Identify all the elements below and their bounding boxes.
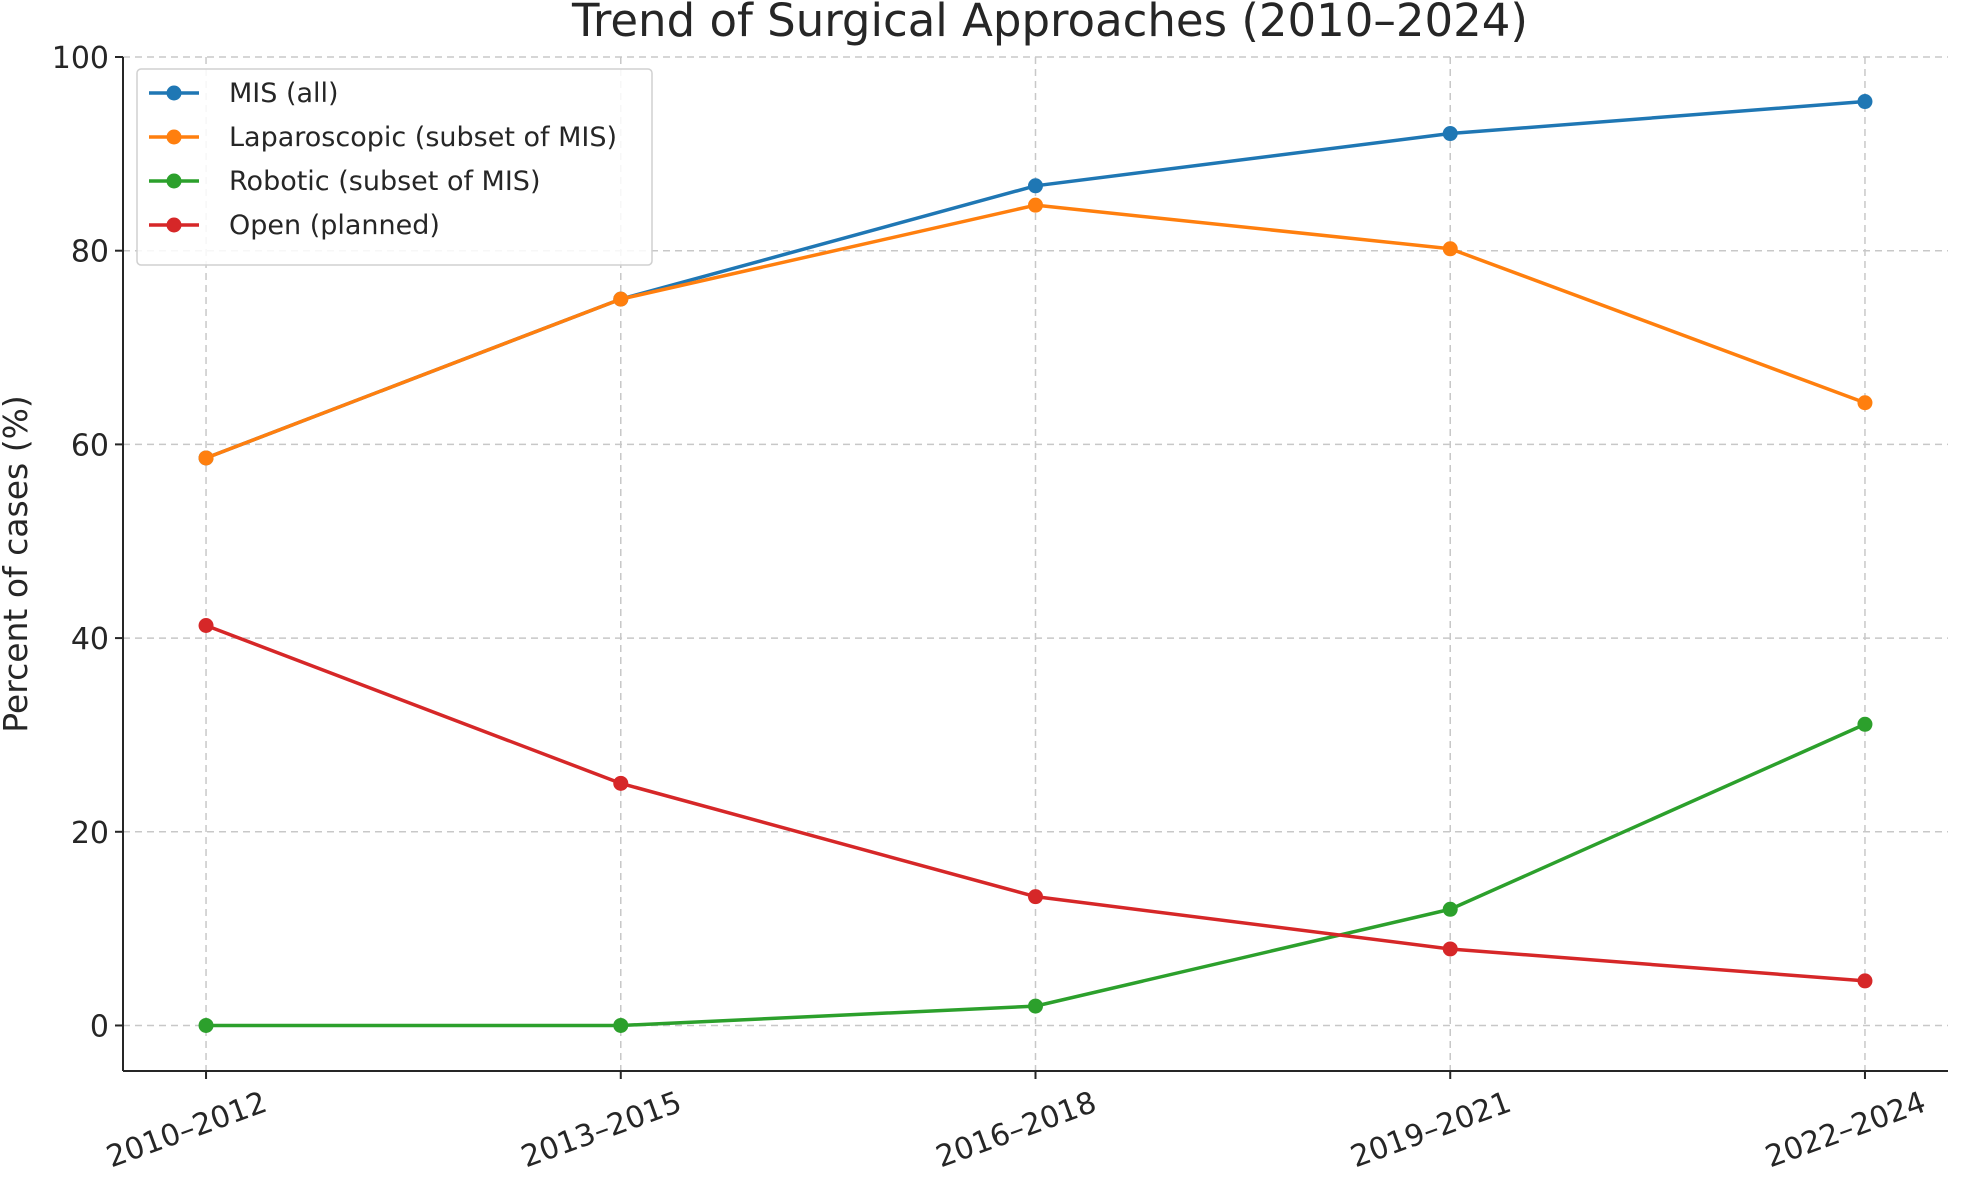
- data-point: [1857, 716, 1873, 732]
- x-tick-label: 2022–2024: [1761, 1085, 1931, 1173]
- legend-swatch-marker: [166, 173, 182, 189]
- y-axis-label: Percent of cases (%): [0, 395, 35, 733]
- legend-item: MIS (all): [149, 78, 339, 109]
- data-point: [198, 1017, 214, 1033]
- legend-item: Laparoscopic (subset of MIS): [149, 122, 617, 153]
- y-tick-label: 40: [71, 622, 109, 657]
- y-tick-label: 60: [71, 428, 109, 463]
- data-point: [613, 775, 629, 791]
- legend-label: MIS (all): [229, 78, 339, 109]
- data-point: [1857, 973, 1873, 989]
- legend-box: [136, 68, 653, 266]
- y-tick-label: 100: [52, 41, 109, 76]
- legend-item: Robotic (subset of MIS): [149, 166, 540, 197]
- data-point: [613, 291, 629, 307]
- data-point: [198, 450, 214, 466]
- data-point: [1028, 998, 1043, 1014]
- data-point: [1857, 395, 1873, 411]
- legend-swatch-marker: [166, 129, 182, 145]
- chart-title: Trend of Surgical Approaches (2010–2024): [571, 0, 1528, 47]
- legend-swatch-marker: [166, 217, 182, 233]
- legend-label: Open (planned): [229, 210, 440, 241]
- data-point: [198, 617, 214, 633]
- x-tick-label: 2016–2018: [931, 1085, 1101, 1173]
- x-tick-label: 2013–2015: [517, 1085, 687, 1173]
- series-4: [198, 617, 1873, 989]
- series-group: [198, 94, 1873, 1033]
- data-point: [1028, 178, 1043, 194]
- data-point: [1028, 889, 1043, 905]
- y-tick-label: 0: [90, 1009, 109, 1044]
- legend-swatch-marker: [166, 85, 182, 101]
- data-point: [1857, 94, 1873, 110]
- series-3: [198, 716, 1873, 1033]
- legend-label: Robotic (subset of MIS): [229, 166, 540, 197]
- y-tick-label: 80: [71, 235, 109, 270]
- series-2: [198, 197, 1873, 466]
- x-tick-label: 2019–2021: [1346, 1085, 1516, 1173]
- data-point: [613, 1017, 629, 1033]
- legend-item: Open (planned): [149, 210, 440, 241]
- data-point: [1442, 241, 1458, 257]
- x-tick-label: 2010–2012: [102, 1085, 272, 1173]
- legend: MIS (all) Laparoscopic (subset of MIS) Rob…: [136, 68, 653, 266]
- data-point: [1442, 901, 1458, 917]
- data-point: [1442, 941, 1458, 957]
- y-tick-label: 20: [71, 816, 109, 851]
- data-point: [1028, 197, 1043, 213]
- data-point: [1442, 126, 1458, 142]
- legend-label: Laparoscopic (subset of MIS): [229, 122, 617, 153]
